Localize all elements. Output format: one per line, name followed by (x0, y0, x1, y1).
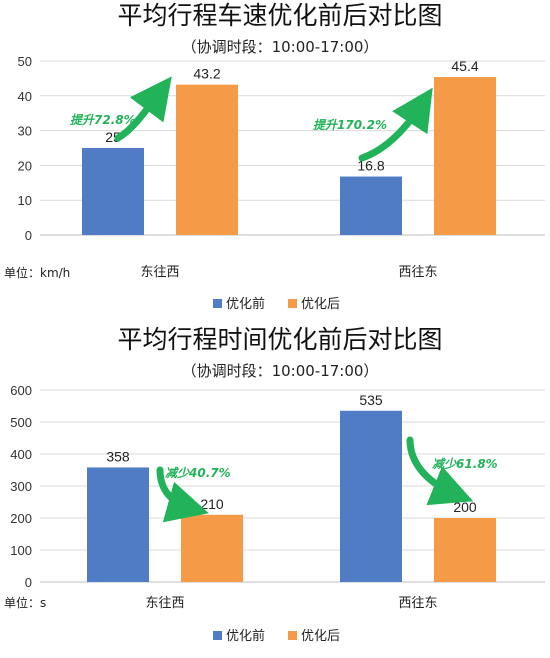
legend-label: 优化后 (301, 629, 340, 644)
y-tick-label: 50 (18, 54, 32, 69)
bar-before (82, 148, 144, 235)
data-label: 200 (453, 499, 477, 515)
data-label: 45.4 (451, 58, 478, 74)
bar-before (87, 467, 149, 582)
legend-swatch (288, 299, 297, 308)
unit-label: 单位：km/h (4, 265, 70, 280)
category-label: 西往东 (398, 265, 437, 280)
y-tick-labels: 0 10 20 30 40 50 (18, 54, 32, 243)
chart-subtitle: （协调时段：10:00-17:00） (182, 38, 379, 56)
speed-chart: 平均行程车速优化前后对比图 （协调时段：10:00-17:00） 0 10 20 30… (4, 1, 545, 312)
bar-after (176, 84, 238, 235)
chart-title: 平均行程时间优化前后对比图 (117, 325, 442, 354)
y-tick-label: 500 (10, 415, 32, 430)
data-labels: 358 210 535 200 (106, 392, 477, 515)
annotation-label: 减少61.8% (432, 457, 498, 471)
y-tick-labels: 0 100 200 300 400 500 600 (10, 383, 32, 590)
bar-after (434, 518, 496, 582)
legend: 优化前 优化后 (213, 296, 340, 312)
y-tick-label: 0 (25, 228, 32, 243)
unit-label: 单位：s (4, 595, 46, 610)
annotation-label: 减少40.7% (165, 466, 231, 480)
annotation-label: 提升170.2% (313, 118, 387, 132)
legend-label: 优化后 (301, 297, 340, 312)
y-tick-label: 30 (18, 124, 32, 139)
legend: 优化前 优化后 (213, 628, 340, 644)
y-tick-label: 10 (18, 193, 32, 208)
y-tick-label: 400 (10, 447, 32, 462)
data-label: 358 (106, 448, 130, 464)
y-tick-label: 200 (10, 511, 32, 526)
legend-swatch (213, 299, 222, 308)
increase-arrow-icon (114, 76, 172, 142)
data-label: 43.2 (193, 66, 220, 82)
decrease-arrow-icon (406, 436, 474, 506)
bar-after (181, 514, 243, 582)
category-labels: 东往西 西往东 (145, 596, 437, 611)
data-label: 210 (200, 496, 224, 512)
category-label: 东往西 (140, 265, 179, 280)
data-label: 16.8 (357, 158, 384, 174)
chart-title: 平均行程车速优化前后对比图 (117, 1, 442, 30)
bars (87, 410, 496, 582)
y-tick-label: 100 (10, 543, 32, 558)
bar-before (340, 410, 402, 582)
y-tick-label: 0 (25, 575, 32, 590)
legend-swatch (288, 631, 297, 640)
chart-subtitle: （协调时段：10:00-17:00） (182, 362, 379, 380)
category-label: 西往东 (398, 596, 437, 611)
bars (82, 77, 496, 236)
y-tick-label: 300 (10, 479, 32, 494)
y-tick-label: 40 (18, 89, 32, 104)
y-tick-label: 600 (10, 383, 32, 398)
category-label: 东往西 (145, 596, 184, 611)
legend-label: 优化前 (226, 296, 265, 312)
bar-after (434, 77, 496, 236)
decrease-arrow-icon (156, 466, 209, 523)
time-chart: 平均行程时间优化前后对比图 （协调时段：10:00-17:00） 0 100 200… (4, 325, 545, 644)
increase-arrow-icon (358, 87, 433, 162)
bar-before (340, 176, 402, 235)
category-labels: 东往西 西往东 (140, 265, 437, 280)
legend-swatch (213, 631, 222, 640)
annotation-label: 提升72.8% (70, 113, 136, 127)
legend-label: 优化前 (226, 628, 265, 644)
y-tick-label: 20 (18, 158, 32, 173)
data-label: 535 (359, 392, 383, 408)
